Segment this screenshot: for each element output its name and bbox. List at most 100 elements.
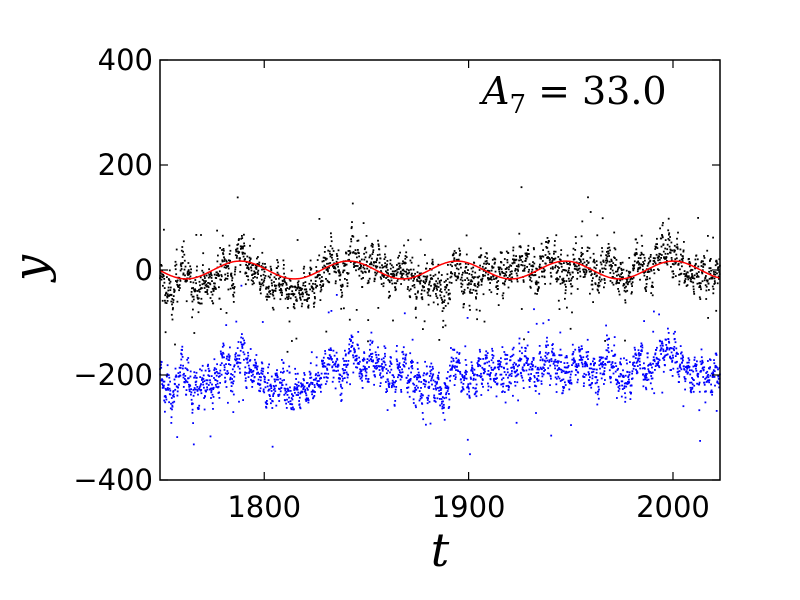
data-point-blue — [364, 370, 367, 372]
data-point-black — [693, 277, 696, 280]
data-point-black — [446, 278, 449, 280]
data-point-blue — [224, 376, 226, 379]
data-point-black — [327, 249, 330, 252]
data-point-black — [292, 292, 295, 295]
data-point-black — [646, 264, 649, 267]
data-point-blue — [419, 395, 422, 398]
data-point-blue — [466, 438, 469, 441]
data-point-blue — [404, 354, 407, 357]
data-point-blue — [627, 375, 630, 378]
data-point-blue — [579, 355, 582, 357]
data-point-black — [379, 266, 381, 269]
data-point-blue — [485, 356, 487, 359]
data-point-black — [493, 262, 496, 265]
data-point-blue — [259, 387, 262, 390]
data-point-black — [493, 278, 495, 280]
data-point-blue — [274, 372, 277, 375]
data-point-black — [233, 286, 236, 288]
data-point-blue — [642, 373, 645, 376]
data-point-blue — [241, 333, 243, 335]
data-point-blue — [195, 376, 198, 379]
data-point-black — [365, 235, 368, 237]
data-point-blue — [340, 399, 343, 401]
data-point-blue — [382, 367, 384, 370]
data-point-black — [593, 260, 595, 262]
data-point-black — [174, 268, 177, 271]
data-point-blue — [599, 358, 602, 361]
data-point-blue — [556, 369, 559, 371]
data-point-black — [231, 277, 234, 279]
data-point-black — [409, 296, 412, 299]
data-point-blue — [489, 378, 492, 381]
data-point-black — [550, 267, 552, 270]
data-point-blue — [697, 373, 700, 375]
data-point-blue — [542, 373, 545, 376]
data-point-black — [482, 275, 485, 277]
data-point-blue — [536, 368, 539, 371]
data-point-black — [365, 251, 368, 254]
data-point-black — [228, 253, 231, 255]
data-point-black — [464, 262, 467, 265]
data-point-blue — [606, 355, 608, 358]
data-point-black — [579, 270, 581, 273]
data-point-black — [426, 275, 429, 278]
data-point-black — [618, 290, 620, 293]
data-point-blue — [267, 366, 270, 369]
data-point-blue — [405, 362, 407, 365]
data-point-black — [406, 268, 408, 271]
data-point-black — [457, 268, 460, 271]
data-point-blue — [427, 394, 430, 397]
data-point-black — [548, 257, 551, 259]
data-point-blue — [630, 391, 632, 394]
data-point-black — [337, 270, 340, 273]
data-point-black — [549, 271, 552, 274]
data-point-blue — [296, 384, 298, 386]
data-point-black — [470, 267, 473, 270]
data-point-black — [203, 287, 206, 289]
data-point-black — [286, 296, 288, 299]
data-point-black — [563, 269, 566, 271]
data-point-blue — [360, 376, 363, 379]
data-point-black — [252, 280, 254, 283]
data-point-black — [460, 286, 463, 288]
data-point-black — [521, 260, 524, 263]
data-point-blue — [188, 385, 191, 388]
data-point-blue — [390, 356, 392, 359]
data-point-black — [645, 285, 648, 288]
data-point-black — [399, 251, 401, 254]
data-point-black — [464, 271, 467, 274]
data-point-blue — [515, 370, 518, 373]
data-point-black — [530, 273, 532, 276]
data-point-black — [296, 287, 299, 290]
data-point-black — [278, 277, 280, 280]
data-point-black — [421, 289, 423, 292]
data-point-blue — [478, 357, 480, 360]
data-point-black — [319, 299, 322, 301]
data-point-blue — [428, 400, 431, 403]
data-point-black — [666, 248, 669, 251]
data-point-black — [277, 265, 280, 268]
data-point-blue — [668, 347, 671, 350]
data-point-black — [647, 262, 650, 265]
data-point-black — [569, 263, 571, 266]
data-point-blue — [197, 406, 200, 409]
data-point-blue — [673, 338, 676, 340]
data-point-blue — [316, 382, 319, 385]
data-point-black — [657, 269, 660, 271]
data-point-black — [505, 271, 508, 273]
data-point-blue — [528, 379, 530, 381]
data-point-black — [573, 258, 576, 260]
data-point-black — [345, 263, 348, 266]
data-point-black — [180, 265, 183, 268]
data-point-black — [371, 253, 374, 255]
data-point-black — [195, 282, 197, 285]
data-point-blue — [584, 361, 587, 363]
data-point-blue — [449, 379, 451, 382]
data-point-blue — [662, 350, 665, 353]
data-point-blue — [588, 367, 591, 370]
data-point-black — [672, 263, 675, 266]
data-point-black — [362, 222, 365, 224]
data-point-black — [529, 285, 532, 288]
data-point-blue — [404, 358, 407, 361]
data-point-blue — [658, 313, 660, 316]
